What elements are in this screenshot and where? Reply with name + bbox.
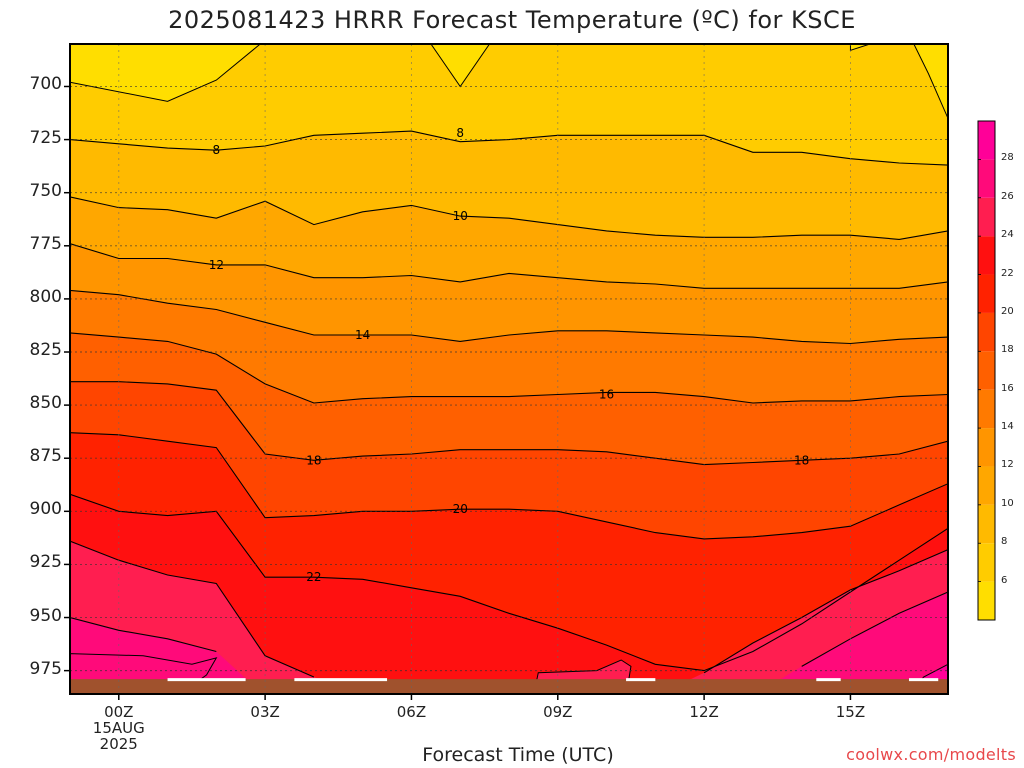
colorbar-tick-label: 18	[1001, 344, 1014, 356]
y-tick-label: 700	[29, 74, 62, 95]
ground-gap-2	[626, 678, 656, 682]
contour-line-8	[70, 130, 948, 166]
y-tick-label: 750	[29, 180, 62, 201]
colorbar-tick-label: 28	[1001, 152, 1014, 164]
contour-label: 8	[213, 143, 221, 157]
colorbar-swatch	[978, 543, 995, 582]
contour-label: 18	[794, 453, 809, 467]
ground-gap-0	[167, 678, 246, 682]
x-tick-main: 06Z	[396, 703, 427, 721]
colorbar-swatch	[978, 581, 995, 620]
contour-label: 16	[599, 387, 614, 401]
contour-label: 18	[306, 453, 321, 467]
colorbar-swatch	[978, 274, 995, 313]
y-tick-label: 900	[29, 499, 62, 520]
colorbar-swatch	[978, 312, 995, 352]
y-tick-label: 950	[29, 605, 62, 626]
colorbar-swatch	[978, 159, 995, 198]
x-tick-label: 15Z	[810, 704, 890, 720]
x-tick-main: 15Z	[835, 703, 866, 721]
colorbar-frame	[977, 120, 996, 621]
x-tick-label: 06Z	[371, 704, 451, 720]
contour-line-12	[70, 243, 948, 289]
contour-fill-group: 8 8 10 12 14 16 18 18 20 22	[70, 44, 948, 694]
colorbar-tick-label: 24	[1001, 229, 1014, 241]
contour-label: 10	[453, 209, 468, 223]
x-tick-sub: 2025	[99, 735, 138, 753]
colorbar-swatch	[978, 351, 995, 390]
contour-line-20	[70, 432, 948, 540]
y-tick-label: 875	[29, 446, 62, 467]
y-tick-label: 800	[29, 286, 62, 307]
x-tick-label: 03Z	[225, 704, 305, 720]
colorbar-tick-label: 8	[1001, 536, 1008, 548]
colorbar-swatch	[978, 121, 995, 160]
ground-strip	[70, 679, 948, 694]
contour-label: 12	[209, 258, 224, 272]
contour-line-14	[70, 289, 948, 345]
chart-title: 2025081423 HRRR Forecast Temperature (ºC…	[168, 6, 856, 34]
contour-line-18	[70, 381, 948, 466]
colorbar-swatch	[978, 466, 995, 505]
colorbar-tick-label: 16	[1001, 382, 1014, 394]
colorbar-swatch	[978, 197, 995, 237]
colorbar-swatch	[978, 389, 995, 429]
contour-label: 22	[306, 570, 321, 584]
x-axis-title: Forecast Time (UTC)	[422, 744, 614, 766]
colorbar-tick-label: 22	[1001, 267, 1014, 279]
colorbar-tick-label: 14	[1001, 421, 1014, 433]
pocket-below-6-mid	[430, 44, 491, 88]
ground-gap-3	[816, 678, 841, 682]
colorbar-tick-label: 10	[1001, 497, 1014, 509]
pocket-below-6-left	[70, 44, 262, 102]
y-tick-label: 975	[29, 658, 62, 679]
colorbar-tick-label: 20	[1001, 305, 1014, 317]
x-tick-main: 00Z	[104, 703, 134, 721]
plot-frame	[69, 43, 949, 695]
contour-line-26	[70, 591, 948, 667]
x-tick-main: 03Z	[250, 703, 280, 721]
pocket-below-6-right	[849, 44, 871, 52]
y-tick-label: 825	[29, 340, 62, 360]
ground-gap-4	[908, 678, 939, 682]
ground-gap-1	[294, 678, 388, 682]
contour-line-10	[70, 196, 948, 240]
x-tick-main: 09Z	[543, 703, 573, 721]
colorbar-swatch	[978, 504, 995, 544]
contour-label: 8	[456, 126, 464, 140]
x-tick-sub: 15AUG	[92, 719, 145, 737]
colorbar-tick-label: 26	[1001, 190, 1014, 202]
site-credit: coolwx.com/modelts	[846, 745, 1016, 764]
colorbar-tick-label: 12	[1001, 459, 1014, 471]
y-tick-label: 850	[29, 393, 62, 414]
contour-line-16	[70, 332, 948, 404]
contour-line-24	[70, 540, 948, 678]
x-tick-label: 12Z	[664, 704, 744, 720]
pocket-below-6-edge	[913, 44, 948, 119]
band-above-22	[70, 494, 948, 694]
x-tick-label: 09Z	[518, 704, 598, 720]
y-tick-label: 925	[29, 552, 62, 573]
y-tick-label: 725	[29, 127, 62, 148]
x-tick-main: 12Z	[689, 703, 719, 721]
colorbar-tick-label: 6	[1001, 574, 1008, 586]
colorbar-swatch	[978, 236, 995, 275]
contour-label: 14	[355, 328, 370, 342]
y-tick-label: 775	[29, 233, 62, 254]
colorbar-swatch	[978, 428, 995, 467]
contour-label: 20	[453, 502, 468, 516]
x-tick-label: 00Z 15AUG 2025	[79, 704, 159, 752]
